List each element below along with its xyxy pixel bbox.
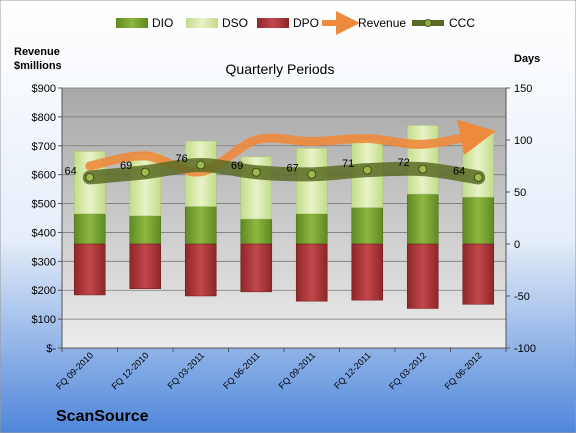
legend-marker-ccc — [424, 19, 432, 27]
ccc-data-label: 72 — [398, 157, 410, 169]
legend-item-dio: DIO — [116, 16, 173, 30]
revenue-line — [85, 119, 496, 177]
y-right-tick-label: 150 — [514, 83, 532, 95]
ccc-line — [82, 157, 486, 185]
ccc-point — [196, 160, 206, 170]
legend-swatch-dso — [186, 18, 218, 28]
ccc-data-label: 64 — [453, 165, 465, 177]
y-left-tick-label: $700 — [32, 141, 56, 153]
bar-dso — [406, 125, 439, 195]
ccc-point — [418, 164, 428, 174]
bar-dpo — [240, 243, 273, 293]
legend-label-ccc: CCC — [449, 16, 475, 30]
ccc-point — [362, 165, 372, 175]
bar-dpo — [73, 243, 106, 296]
legend: DIO DSO DPO Revenue CCC — [116, 11, 475, 35]
bar-dpo — [295, 243, 328, 302]
y-left-axis-title-line2: $millions — [14, 60, 62, 72]
chart-title: Quarterly Periods — [226, 61, 335, 77]
bar-dio — [240, 218, 273, 245]
legend-label-dio: DIO — [152, 16, 173, 30]
line-series: 64 69 76 69 67 71 72 64 — [65, 119, 496, 185]
legend-item-dso: DSO — [186, 16, 248, 30]
legend-label-dso: DSO — [222, 16, 248, 30]
bar-dpo — [351, 243, 384, 301]
company-name: ScanSource — [56, 408, 149, 425]
bar-dio — [129, 215, 162, 245]
y-left-tick-label: $- — [46, 343, 56, 355]
bar-dio — [406, 193, 439, 245]
ccc-data-label: 67 — [287, 162, 299, 174]
ccc-point — [140, 167, 150, 177]
bar-dpo — [462, 243, 495, 305]
y-left-tick-label: $300 — [32, 256, 56, 268]
bar-dio — [184, 206, 217, 245]
plot-area — [62, 88, 506, 348]
y-left-tick-label: $400 — [32, 227, 56, 239]
bar-dio — [462, 196, 495, 245]
y-left-tick-label: $500 — [32, 199, 56, 211]
ccc-point — [85, 172, 95, 182]
legend-swatch-dpo — [257, 18, 289, 28]
y-right-tick-label: -50 — [514, 291, 530, 303]
legend-label-dpo: DPO — [293, 16, 319, 30]
ccc-data-label: 64 — [65, 165, 77, 177]
legend-swatch-dio — [116, 18, 148, 28]
y-left-tick-label: $100 — [32, 314, 56, 326]
ccc-point — [307, 169, 317, 179]
ccc-data-label: 76 — [176, 153, 188, 165]
y-right-tick-label: 50 — [514, 187, 526, 199]
legend-item-dpo: DPO — [257, 16, 319, 30]
y-right-tick-label: 0 — [514, 239, 520, 251]
ccc-point — [251, 167, 261, 177]
y-right-tick-label: -100 — [514, 343, 536, 355]
bar-dpo — [184, 243, 217, 297]
ccc-data-label: 69 — [120, 160, 132, 172]
y-left-tick-label: $200 — [32, 285, 56, 297]
ccc-data-label: 71 — [342, 158, 354, 170]
legend-item-ccc: CCC — [412, 16, 475, 30]
legend-label-revenue: Revenue — [358, 16, 406, 30]
legend-item-revenue: Revenue — [322, 11, 406, 35]
y-left-tick-label: $900 — [32, 83, 56, 95]
bar-dpo — [129, 243, 162, 289]
bar-dio — [351, 207, 384, 245]
bar-dpo — [406, 243, 439, 309]
y-left-axis-title-line1: Revenue — [14, 46, 60, 58]
y-left-tick-label: $800 — [32, 112, 56, 124]
y-right-axis-title: Days — [514, 53, 540, 65]
ccc-point — [473, 172, 483, 182]
bar-dio — [73, 213, 106, 245]
y-right-tick-label: 100 — [514, 135, 532, 147]
bar-dio — [295, 213, 328, 245]
ccc-data-label: 69 — [231, 160, 243, 172]
y-left-tick-label: $600 — [32, 170, 56, 182]
